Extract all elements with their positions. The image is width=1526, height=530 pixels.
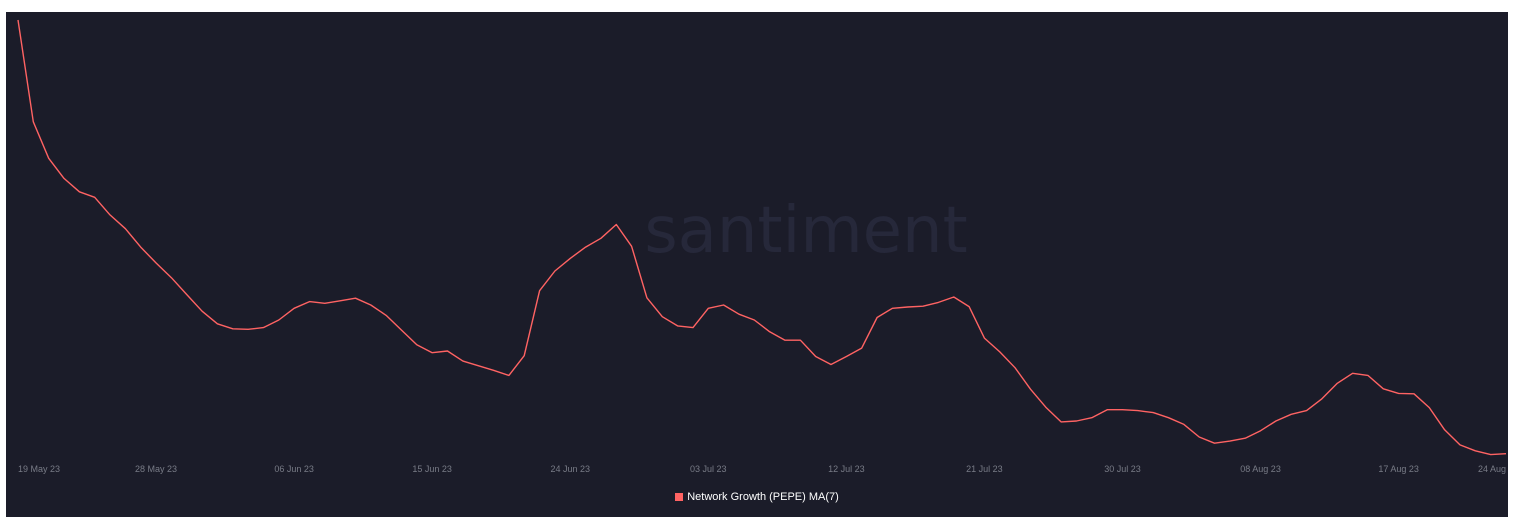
x-tick-label: 03 Jul 23 [690,464,727,474]
legend[interactable]: Network Growth (PEPE) MA(7) [6,491,1508,503]
x-tick-label: 24 Jun 23 [550,464,590,474]
x-tick-label: 28 May 23 [135,464,177,474]
x-tick-label: 21 Jul 23 [966,464,1003,474]
network-growth-chart[interactable]: santiment 19 May 23 28 May 23 06 Jun 23 15 … [6,12,1508,517]
legend-swatch [675,492,684,501]
x-axis: 19 May 23 28 May 23 06 Jun 23 15 Jun 23 24 J… [18,464,1506,474]
x-tick-label: 17 Aug 23 [1378,464,1419,474]
x-tick-label: 19 May 23 [18,464,60,474]
x-tick-label: 12 Jul 23 [828,464,865,474]
x-tick-label: 08 Aug 23 [1240,464,1281,474]
legend-label: Network Growth (PEPE) MA(7) [687,491,839,503]
x-tick-label: 06 Jun 23 [274,464,314,474]
x-tick-label: 30 Jul 23 [1104,464,1141,474]
x-tick-label: 24 Aug [1478,464,1506,474]
santiment-watermark: santiment [644,194,967,268]
chart-panel: santiment 19 May 23 28 May 23 06 Jun 23 15 … [6,12,1508,517]
x-tick-label: 15 Jun 23 [412,464,452,474]
network-growth-line[interactable] [17,19,1507,456]
